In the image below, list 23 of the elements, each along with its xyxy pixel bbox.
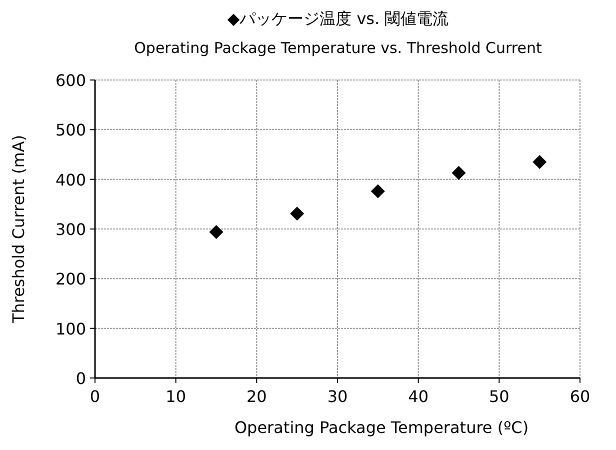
x-tick-label: 60 (570, 387, 590, 406)
x-tick-label: 10 (166, 387, 186, 406)
y-tick-label: 0 (76, 369, 86, 388)
x-tick-label: 0 (90, 387, 100, 406)
y-tick-label: 100 (55, 319, 86, 338)
x-tick-label: 50 (488, 387, 510, 406)
x-tick-label: 30 (327, 387, 348, 406)
y-tick-label: 400 (55, 170, 86, 190)
y-tick-label: 200 (55, 270, 86, 289)
y-tick-label: 300 (55, 220, 86, 239)
x-tick-label: 40 (408, 387, 429, 406)
x-axis-title: Operating Package Temperature (ºC) (234, 418, 529, 437)
point (452, 166, 466, 180)
point (370, 184, 385, 198)
point (209, 224, 224, 239)
point (532, 154, 547, 169)
chart-subtitle: Operating Package Temperature vs. Threshold Current (134, 39, 542, 57)
x-tick-label: 20 (246, 387, 267, 406)
chart-title: ◆パッケージ温度 vs. 閾値電流 (227, 9, 449, 28)
y-tick-label: 600 (55, 71, 86, 90)
y-axis-title: Threshold Current (mA) (9, 134, 28, 324)
point (290, 206, 304, 221)
y-tick-label: 500 (55, 120, 86, 140)
